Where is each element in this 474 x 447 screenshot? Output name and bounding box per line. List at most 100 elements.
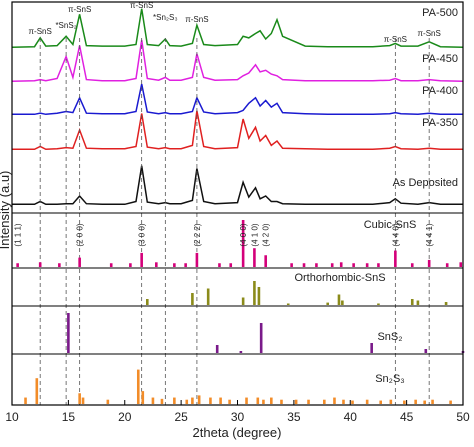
series-label: PA-350 [422,117,458,129]
pattern-label: Cubic-SnS [364,219,417,231]
pattern-label: Sn₂S₃ [375,373,405,385]
xrd-trace [11,8,464,49]
reference-bar [449,400,452,404]
reference-bar [24,397,27,404]
reference-bar [339,262,343,267]
reference-bar [209,397,212,404]
x-tick-label: 40 [344,410,358,424]
reference-bar [58,263,61,267]
peak-annotation: π-SnS [68,5,91,14]
reference-bar [377,263,380,267]
reference-bar [195,252,199,267]
reference-bar [365,263,369,267]
reference-bar [333,397,336,404]
x-tick-label: 10 [5,410,19,424]
xrd-trace [12,83,463,116]
reference-bar [109,263,113,267]
reference-bar [377,303,380,305]
reference-bar [173,263,176,267]
reference-bar [290,263,293,267]
hkl-label: (4 1 0) [250,223,259,246]
reference-bar [253,248,256,267]
reference-bar [78,393,81,404]
reference-bar [218,263,221,267]
reference-bar [35,378,39,404]
reference-bar [424,349,428,353]
reference-bar [352,263,355,267]
peak-annotation: π-SnS [29,27,52,36]
x-tick-label: 20 [118,410,132,424]
reference-bar [445,263,449,267]
xrd-trace [11,39,464,83]
reference-bar [228,399,231,404]
peak-annotation: *SnS₂ [55,21,76,30]
reference-bar [370,343,373,353]
reference-bar [351,400,354,404]
x-tick-label: 50 [456,410,470,424]
reference-bar [389,399,393,404]
hkl-label: (2 2 2) [193,223,202,246]
reference-bar [155,262,158,267]
reference-bar [191,397,194,404]
reference-bar [423,400,426,404]
x-tick-label: 30 [231,410,245,424]
reference-bar [341,300,344,305]
reference-bar [264,255,267,267]
hkl-label: (4 4 0) [391,223,400,246]
reference-bar [414,399,417,404]
peak-annotation: π-SnS [185,15,208,24]
reference-bar [307,399,310,404]
reference-bar [337,294,341,305]
hkl-label: (1 1 1) [14,223,23,246]
reference-bar [38,262,42,267]
reference-bar [160,398,164,404]
series-label: As Deposited [393,177,458,189]
reference-bar [184,263,187,267]
reference-bar [410,299,414,305]
series-label: PA-450 [422,53,458,65]
reference-bar [81,397,85,404]
reference-bar [262,399,265,404]
hkl-label: (3 0 0) [138,223,147,246]
reference-bar [141,391,145,404]
x-axis-title: 2theta (degree) [193,425,282,440]
peak-annotation: π-SnS [130,1,153,10]
reference-bar [431,399,434,404]
reference-bar [239,351,243,353]
reference-bar [315,263,318,267]
reference-bar [403,400,406,404]
reference-bar [241,297,245,305]
x-tick-label: 15 [62,410,76,424]
xrd-trace [12,165,463,206]
reference-bar [16,263,19,267]
reference-bar [241,220,245,267]
reference-bar [257,287,261,305]
reference-bar [78,257,81,267]
hkl-label: (4 0 0) [239,223,248,246]
reference-bar [215,345,219,353]
hkl-label: (2 0 0) [76,223,85,246]
reference-bar [280,399,283,404]
x-tick-label: 35 [287,410,301,424]
peak-annotation: *Sn₂S₃ [153,13,178,22]
reference-bar [342,399,345,404]
x-tick-label: 25 [174,410,188,424]
series-label: PA-500 [422,7,458,19]
reference-bar [106,399,110,404]
reference-bar [253,281,256,305]
reference-bar [427,259,431,267]
reference-bar [140,252,143,267]
reference-bar [444,302,448,305]
reference-bar [245,397,248,404]
reference-bar [302,263,306,267]
peak-annotation: π-SnS [418,29,441,38]
reference-bar [229,263,233,267]
reference-bar [459,262,463,267]
reference-bar [323,399,326,404]
reference-bar [410,263,414,267]
reference-bar [173,397,176,404]
reference-bar [219,397,222,404]
reference-bar [330,263,334,267]
hkl-label: (4 2 0) [262,223,271,246]
